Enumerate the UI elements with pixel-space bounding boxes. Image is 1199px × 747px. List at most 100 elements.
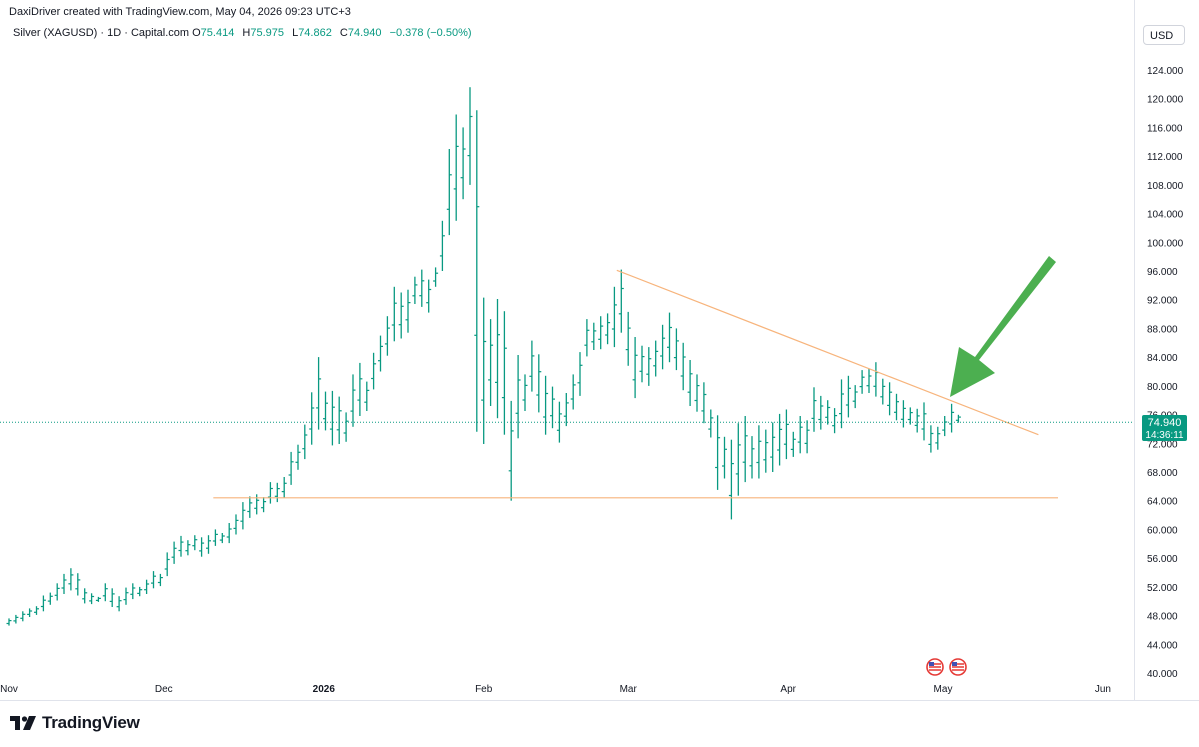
ohlc-bar	[618, 269, 624, 333]
ohlc-bar	[302, 424, 308, 460]
time-tick-label: Mar	[620, 684, 638, 695]
price-tick-label: 120.000	[1147, 95, 1184, 106]
ohlc-bar	[825, 400, 831, 425]
ohlc-bar	[508, 400, 514, 501]
last-price-tag: 74.940 14:36:11	[1142, 415, 1187, 441]
ohlc-bar	[845, 375, 851, 418]
price-tick-label: 72.000	[1147, 439, 1178, 450]
ohlc-bar	[267, 482, 273, 504]
ohlc-bar	[378, 335, 383, 372]
price-tick-label: 52.000	[1147, 583, 1178, 594]
ohlc-bar	[219, 533, 225, 544]
ohlc-bar	[708, 409, 714, 438]
ohlc-bar	[89, 593, 95, 605]
price-tick-label: 84.000	[1147, 353, 1178, 364]
ohlc-bar	[316, 357, 322, 430]
ohlc-bar	[701, 382, 707, 424]
ohlc-bar	[185, 540, 191, 556]
descending-trendline[interactable]	[616, 269, 1039, 436]
ohlc-bar	[226, 523, 232, 544]
ohlc-bar	[598, 316, 604, 350]
price-tick-label: 124.000	[1147, 66, 1184, 77]
ohlc-bar	[481, 297, 487, 444]
ohlc-bar	[763, 429, 769, 473]
ohlc-bar	[164, 552, 170, 577]
ohlc-bar	[942, 416, 948, 437]
ohlc-bar	[343, 412, 349, 442]
us-flag-icon[interactable]	[926, 658, 944, 676]
ohlc-bar	[240, 502, 246, 530]
ohlc-bar	[109, 588, 115, 607]
ohlc-bar	[116, 596, 122, 612]
time-tick-label: Jun	[1095, 684, 1111, 695]
time-tick-label: Apr	[780, 684, 796, 695]
price-tick-label: 68.000	[1147, 468, 1178, 479]
ohlc-bar	[735, 423, 741, 496]
ohlc-bar	[384, 316, 390, 356]
ohlc-bar	[522, 374, 528, 411]
price-tick-label: 108.000	[1147, 181, 1184, 192]
bar-countdown-label: 14:36:11	[1145, 430, 1184, 441]
symbol-title[interactable]: Silver (XAGUSD) · 1D · Capital.com	[13, 27, 190, 39]
time-tick-label: Nov	[0, 684, 18, 695]
low-value: 74.862	[298, 27, 332, 39]
ohlc-bar	[13, 614, 19, 624]
ohlc-bar	[27, 608, 33, 617]
ohlc-bar	[247, 496, 253, 518]
ohlc-bar	[495, 299, 500, 419]
ohlc-bar	[777, 413, 783, 466]
ohlc-bar	[82, 588, 88, 604]
ohlc-bar	[839, 379, 844, 429]
time-axis[interactable]: Nov Dec 2026 Feb Mar Apr May Jun	[0, 684, 1111, 695]
ohlc-bar	[639, 345, 645, 383]
ohlc-bar	[54, 583, 60, 601]
ohlc-bar	[426, 279, 432, 313]
last-price-label: 74.940	[1148, 417, 1182, 429]
ohlc-bar	[350, 374, 356, 427]
ohlc-bar	[852, 385, 858, 409]
ohlc-bar	[900, 400, 906, 428]
price-tick-label: 48.000	[1147, 612, 1178, 623]
arrow-annotation[interactable]	[950, 256, 1056, 397]
ohlc-bar	[47, 592, 53, 605]
close-value: 74.940	[347, 27, 382, 39]
open-value: 75.414	[200, 27, 235, 39]
ohlc-bar	[95, 596, 101, 602]
ohlc-bar	[460, 127, 466, 200]
ohlc-bar	[329, 390, 335, 446]
currency-button[interactable]: USD	[1143, 25, 1185, 45]
price-tick-label: 112.000	[1147, 152, 1183, 163]
ohlc-bar	[171, 541, 177, 564]
ohlc-bar	[667, 312, 672, 363]
ohlc-bar	[157, 573, 163, 587]
ohlc-bar	[914, 408, 920, 433]
ohlc-bar	[935, 426, 941, 450]
price-axis[interactable]: 124.000 120.000 116.000 112.000 108.000 104.0…	[1147, 66, 1184, 680]
ohlc-bar	[550, 386, 555, 429]
ohlc-bar	[611, 286, 617, 348]
ohlc-bar	[563, 393, 569, 427]
ohlc-bar	[336, 396, 342, 444]
ohlc-bar	[192, 535, 198, 551]
ohlc-bar	[887, 382, 893, 416]
ohlc-bar	[797, 416, 803, 454]
ohlc-bar	[673, 328, 679, 371]
ohlc-bar	[556, 401, 562, 443]
ohlc-bar	[687, 360, 693, 406]
ohlc-bar	[543, 375, 549, 435]
us-flag-icon[interactable]	[949, 658, 967, 676]
ohlc-bar	[749, 436, 755, 479]
ohlc-bar	[653, 340, 659, 377]
ohlc-bar	[680, 342, 686, 391]
ohlc-bar	[584, 319, 590, 357]
ohlc-bar	[536, 354, 542, 413]
time-tick-label: Dec	[155, 684, 173, 695]
tradingview-logo[interactable]: TradingView	[10, 713, 140, 733]
open-label: O	[192, 27, 201, 39]
price-tick-label: 92.000	[1147, 296, 1178, 307]
change-value: −0.378 (−0.50%)	[389, 27, 472, 39]
price-tick-label: 96.000	[1147, 267, 1178, 278]
ohlc-bar	[728, 439, 734, 520]
time-tick-label: Feb	[475, 684, 493, 695]
